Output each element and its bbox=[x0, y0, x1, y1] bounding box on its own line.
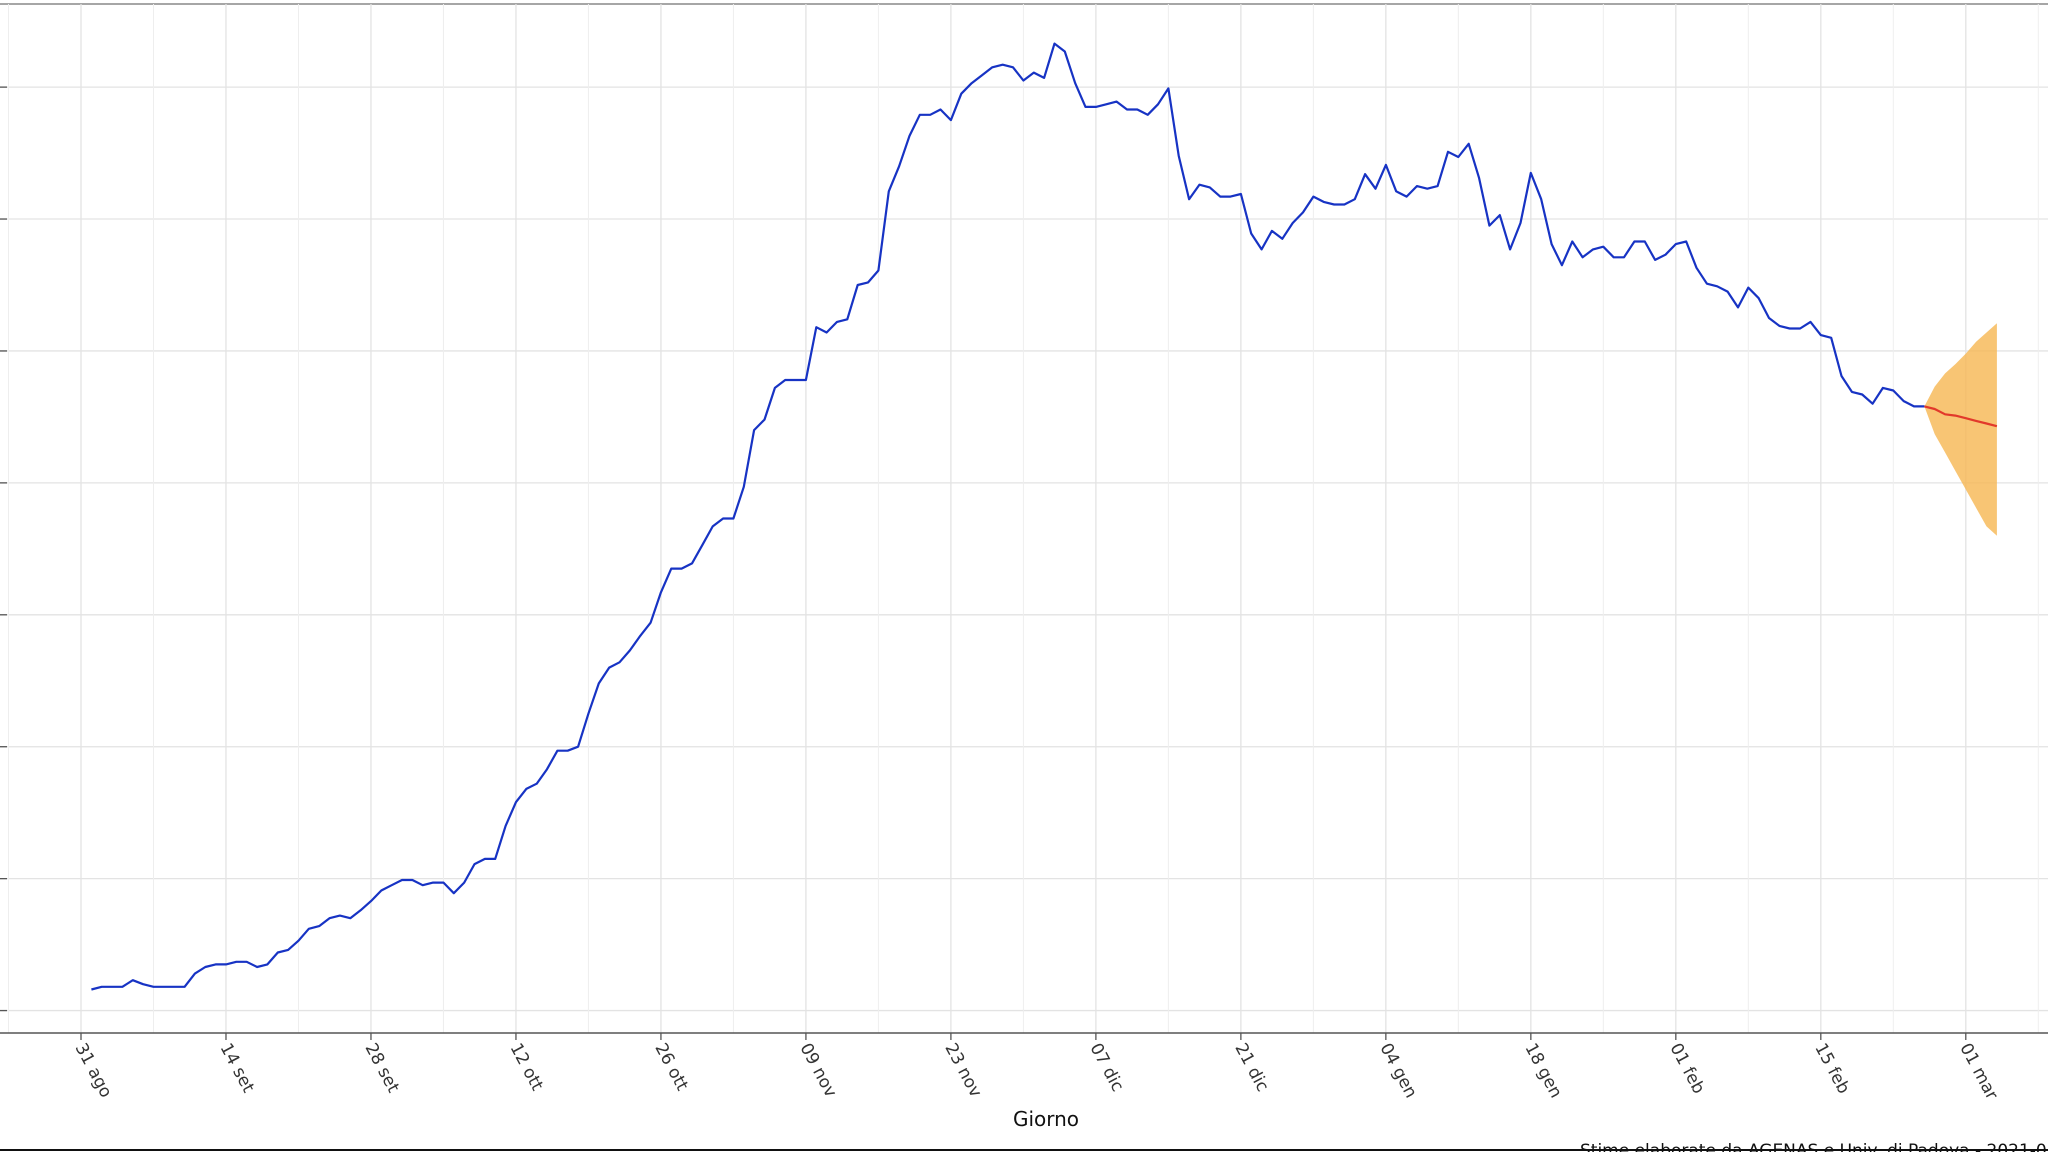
x-tick-label: 01 feb bbox=[1665, 1040, 1708, 1097]
x-axis-title: Giorno bbox=[1013, 1107, 1079, 1131]
x-tick-label: 14 set bbox=[216, 1040, 259, 1096]
x-tick-label: 09 nov bbox=[796, 1040, 841, 1101]
x-tick-label: 18 gen bbox=[1520, 1040, 1565, 1102]
x-tick-label: 07 dic bbox=[1085, 1040, 1127, 1095]
x-tick-label: 21 dic bbox=[1230, 1040, 1272, 1095]
line bbox=[91, 42, 1925, 991]
x-tick-label: 04 gen bbox=[1375, 1040, 1420, 1102]
x-tick-label: 23 nov bbox=[940, 1040, 985, 1101]
x-tick-label: 01 mar bbox=[1955, 1040, 2001, 1103]
x-tick-label: 15 feb bbox=[1810, 1040, 1853, 1097]
confidence-band bbox=[1924, 323, 1997, 536]
line bbox=[1924, 405, 1998, 428]
x-tick-label: 31 ago bbox=[71, 1040, 116, 1101]
x-tick-label: 28 set bbox=[361, 1040, 404, 1096]
caption: Stime elaborate da AGENAS e Univ. di Pad… bbox=[1580, 1141, 2047, 1152]
marks bbox=[91, 42, 1998, 991]
grid: 31 ago 14 set 28 set 12 ott 26 ott 09 nov 23 n… bbox=[0, 4, 2048, 1103]
x-tick-label: 26 ott bbox=[651, 1040, 693, 1095]
x-tick-label: 12 ott bbox=[506, 1040, 548, 1095]
